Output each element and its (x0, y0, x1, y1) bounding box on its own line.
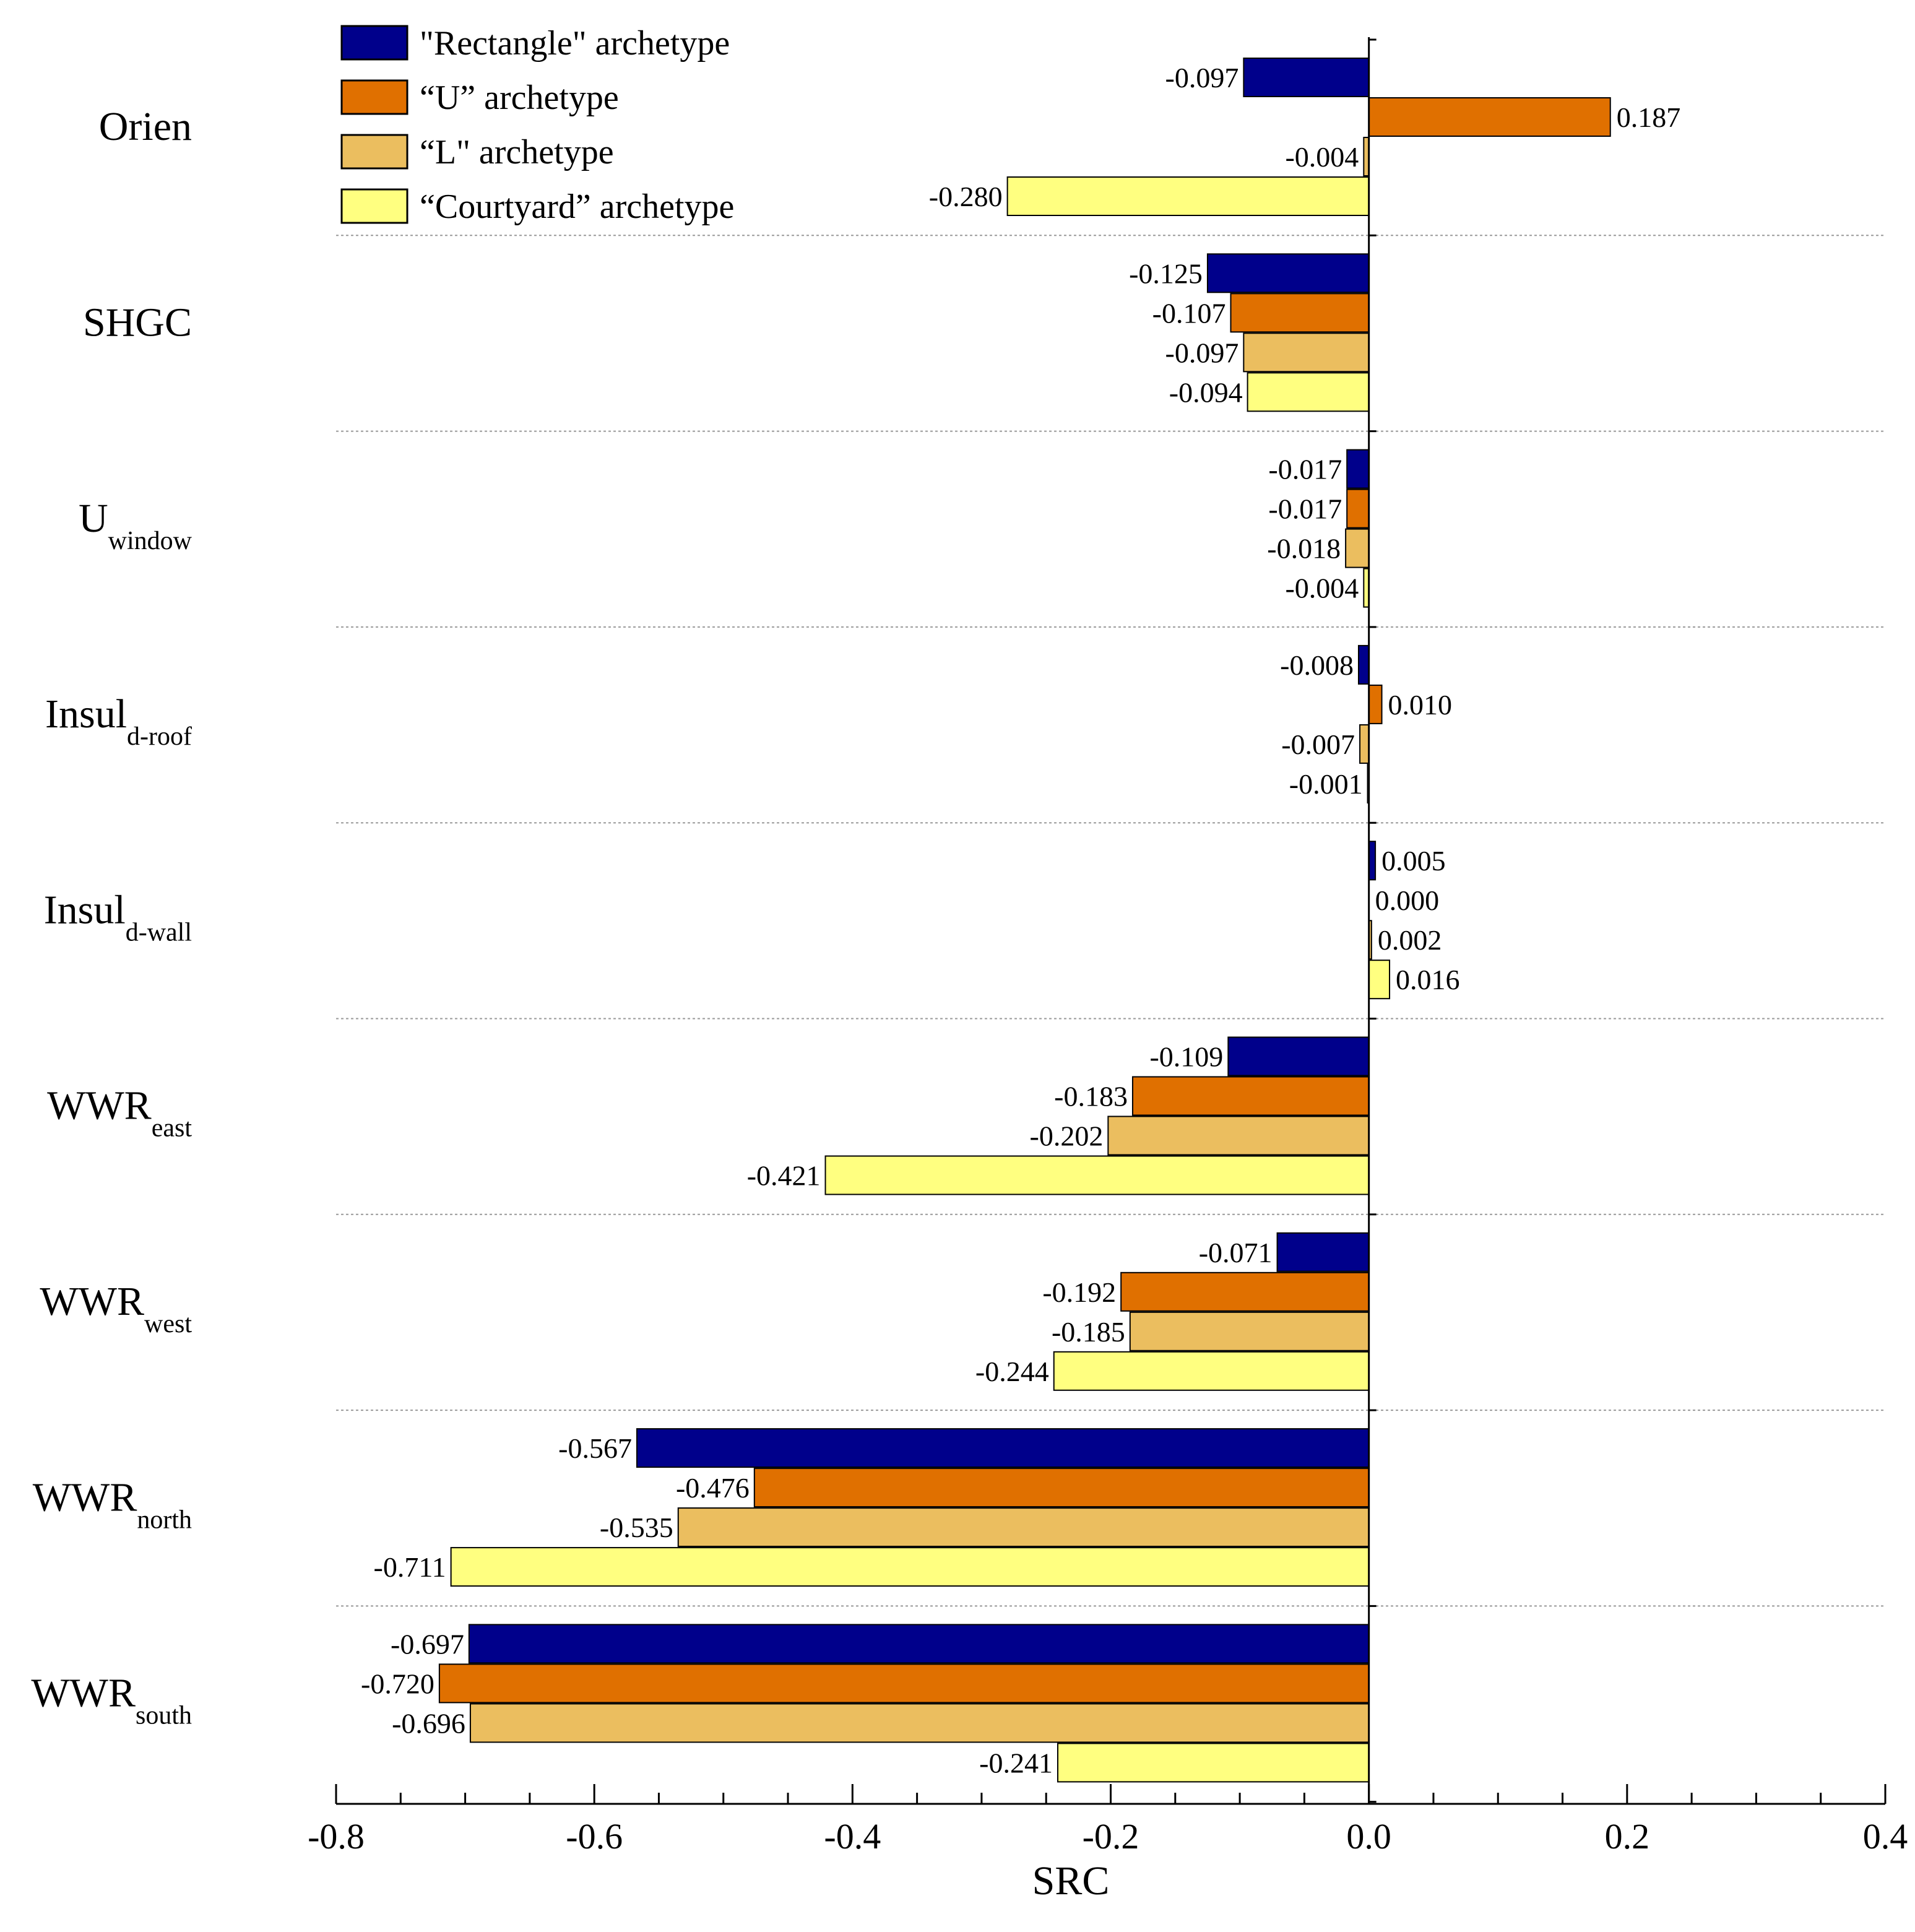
axes-group: -0.8 -0.6 -0.4 -0.2 0.0 0.2 0.4 (308, 37, 1908, 1856)
bar-value-label: -0.192 (1042, 1276, 1116, 1308)
bar-value-label: -0.720 (361, 1668, 434, 1699)
legend-swatch (340, 79, 409, 115)
bar (1107, 1115, 1370, 1156)
bar-value-label: -0.567 (558, 1432, 632, 1464)
x-tick-label: -0.2 (1083, 1816, 1139, 1856)
bar-value-label: -0.535 (600, 1512, 673, 1543)
legend-label: "Rectangle" archetype (420, 24, 730, 63)
bar (1006, 176, 1370, 216)
category-label: Insuld-roof (45, 691, 192, 751)
bar-value-label: -0.071 (1199, 1237, 1273, 1268)
bar (1276, 1232, 1370, 1272)
bar (1230, 293, 1370, 333)
bar-value-label: -0.097 (1165, 62, 1239, 93)
category-label: WWRsouth (31, 1671, 192, 1730)
x-tick-label: 0.0 (1346, 1816, 1391, 1856)
bar-value-label: 0.010 (1388, 689, 1453, 721)
bar-value-label: -0.696 (392, 1707, 465, 1739)
x-tick-label: -0.4 (824, 1816, 881, 1856)
bar-value-label: -0.697 (391, 1628, 464, 1660)
bar (450, 1547, 1370, 1587)
bar (824, 1155, 1370, 1195)
bar (1346, 449, 1370, 489)
legend-swatch (340, 188, 409, 224)
category-label: SHGC (83, 300, 192, 345)
bar-value-label: -0.185 (1052, 1316, 1125, 1348)
bar (1346, 488, 1370, 529)
bar (1120, 1271, 1370, 1312)
category-label: Orien (99, 104, 192, 149)
bar (468, 1624, 1370, 1664)
bar (1227, 1036, 1370, 1076)
x-axis-title: SRC (1032, 1858, 1110, 1904)
bar-value-label: -0.125 (1129, 258, 1203, 289)
bar-value-label: -0.018 (1267, 533, 1341, 565)
bar (1368, 684, 1383, 724)
x-tick-label: 0.2 (1605, 1816, 1650, 1856)
bar (636, 1428, 1370, 1468)
legend-swatch (340, 134, 409, 170)
bar (438, 1663, 1370, 1704)
bar (1129, 1311, 1370, 1351)
bar-value-label: -0.183 (1054, 1081, 1128, 1112)
bar (1359, 724, 1370, 764)
bar-value-label: 0.000 (1375, 885, 1440, 916)
bar-value-label: -0.241 (979, 1747, 1053, 1778)
bar (1053, 1351, 1370, 1391)
bar-value-label: -0.711 (374, 1551, 446, 1583)
legend-swatch (340, 25, 409, 61)
bar-value-label: -0.004 (1285, 573, 1359, 604)
x-tick-label: 0.4 (1863, 1816, 1908, 1856)
bar (753, 1468, 1370, 1508)
bar-value-label: 0.187 (1617, 102, 1681, 133)
grid-separators (336, 235, 1885, 1607)
bar-value-label: -0.017 (1268, 493, 1342, 525)
category-label: WWRwest (40, 1279, 192, 1338)
category-label: WWRnorth (33, 1475, 192, 1534)
legend-label: “L" archetype (420, 133, 614, 171)
legend-label: “Courtyard” archetype (420, 188, 734, 226)
bar-value-label: -0.107 (1152, 297, 1226, 329)
bar-value-label: -0.421 (747, 1160, 821, 1192)
bar-value-label: -0.008 (1280, 649, 1354, 681)
bar (1243, 332, 1370, 373)
bar (1131, 1076, 1370, 1116)
bar-value-label: -0.007 (1281, 729, 1355, 760)
bar (1243, 58, 1370, 97)
bar-value-label: -0.109 (1149, 1041, 1223, 1073)
bar-value-label: -0.244 (975, 1356, 1049, 1387)
labels-group: -0.097 0.187 -0.004 -0.280 Orien -0.125 -0.107… (31, 62, 1680, 1778)
bar (1057, 1743, 1370, 1783)
bar (1345, 528, 1370, 568)
bar (1206, 253, 1370, 293)
bar-value-label: 0.005 (1381, 845, 1446, 877)
bar (677, 1507, 1370, 1548)
legend-label: “U” archetype (420, 79, 619, 117)
bar (1368, 97, 1611, 137)
bar-value-label: 0.016 (1396, 964, 1460, 995)
bar-value-label: -0.017 (1268, 454, 1342, 485)
bar (1247, 372, 1370, 412)
bar-value-label: -0.094 (1169, 376, 1243, 408)
category-label: WWReast (47, 1083, 192, 1143)
bar (1368, 960, 1391, 1000)
bars-group (438, 58, 1611, 1783)
bar-value-label: -0.202 (1030, 1120, 1104, 1152)
bar-value-label: 0.002 (1378, 924, 1442, 956)
category-label: Uwindow (79, 496, 192, 555)
x-tick-label: -0.6 (566, 1816, 623, 1856)
bar (1357, 644, 1370, 685)
x-tick-label: -0.8 (308, 1816, 365, 1856)
bar-value-label: -0.004 (1285, 141, 1359, 173)
bar (469, 1703, 1370, 1743)
bar-value-label: -0.001 (1289, 768, 1363, 800)
category-label: Insuld-wall (44, 887, 192, 947)
bar-value-label: -0.280 (929, 181, 1003, 212)
bar (1368, 841, 1377, 881)
bar-value-label: -0.097 (1165, 337, 1239, 368)
bar-value-label: -0.476 (676, 1472, 750, 1504)
legend: "Rectangle" archetype “U” archetype “L" ar… (340, 24, 734, 226)
